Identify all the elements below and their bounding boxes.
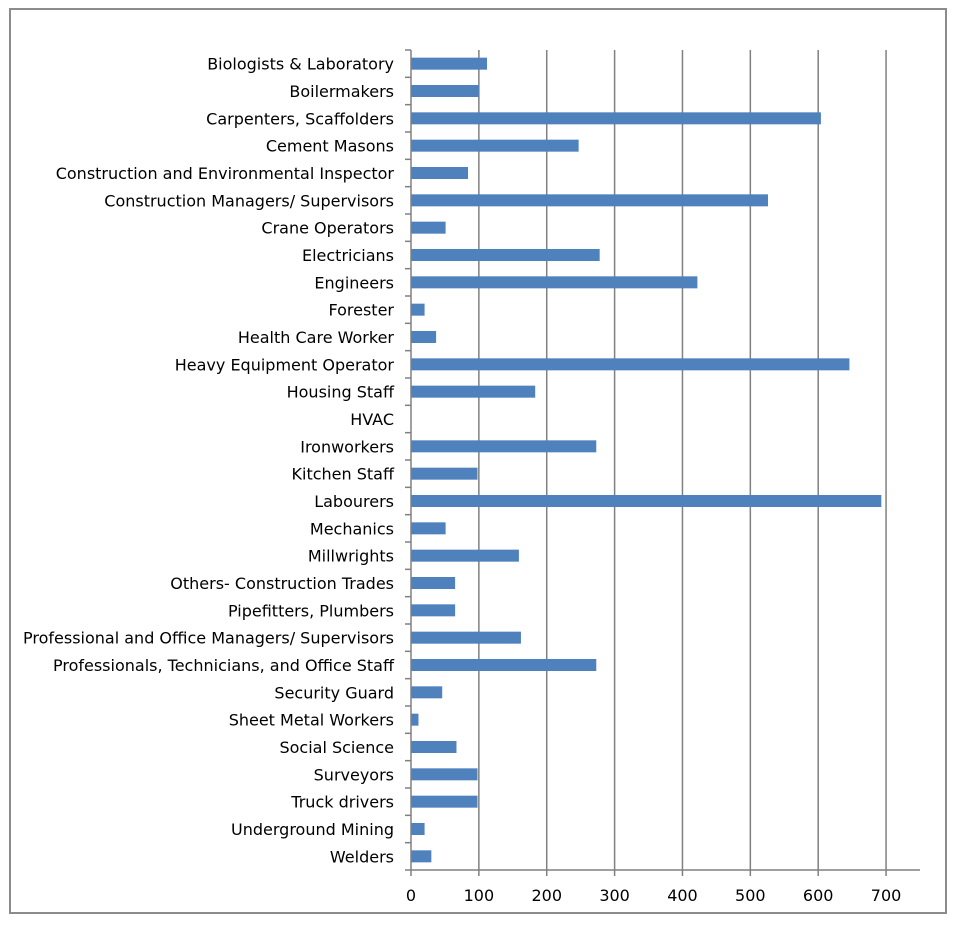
category-label: Professionals, Technicians, and Office S… [53, 656, 395, 675]
category-label: HVAC [350, 410, 394, 429]
bar [411, 467, 478, 480]
category-label: Surveyors [314, 765, 394, 784]
category-label: Carpenters, Scaffolders [206, 109, 394, 128]
x-tick-label: 400 [667, 886, 698, 905]
category-label: Sheet Metal Workers [229, 711, 394, 730]
bar [411, 631, 521, 644]
bar [411, 823, 425, 835]
x-tick-label: 100 [464, 886, 495, 905]
bar [411, 221, 446, 234]
bar [411, 303, 425, 316]
bar [411, 850, 432, 863]
bar [411, 604, 456, 617]
category-label: Forester [328, 301, 394, 320]
category-label: Pipefitters, Plumbers [228, 601, 394, 620]
chart-frame [9, 8, 947, 914]
bar [411, 85, 479, 97]
category-label: Electricians [302, 246, 394, 265]
bar [411, 167, 469, 179]
bar [411, 659, 597, 671]
category-label: Professional and Office Managers/ Superv… [23, 629, 394, 648]
category-label: Crane Operators [261, 219, 394, 238]
bar [411, 57, 488, 70]
category-label: Truck drivers [290, 793, 394, 812]
category-label: Underground Mining [231, 820, 394, 839]
category-label: Housing Staff [287, 383, 395, 402]
bar [411, 358, 850, 371]
bar [411, 112, 821, 125]
category-label: Engineers [314, 273, 394, 292]
bar [411, 139, 579, 152]
x-tick-label: 600 [803, 886, 834, 905]
category-label: Ironworkers [300, 437, 394, 456]
category-label: Kitchen Staff [292, 465, 395, 484]
bar [411, 549, 519, 562]
bar [411, 194, 768, 207]
category-label: Social Science [279, 738, 394, 757]
bar [411, 385, 536, 398]
bar [411, 495, 882, 507]
bar [411, 522, 446, 535]
category-label: Cement Masons [266, 137, 394, 156]
category-label: Welders [330, 847, 394, 866]
bar [411, 440, 597, 453]
bar [411, 276, 698, 289]
x-tick-label: 500 [735, 886, 766, 905]
category-label: Boilermakers [289, 82, 394, 101]
x-tick-label: 0 [406, 886, 416, 905]
category-label: Security Guard [274, 683, 394, 702]
x-tick-label: 700 [871, 886, 902, 905]
bar [411, 795, 478, 808]
category-label: Construction and Environmental Inspector [56, 164, 395, 183]
bar [411, 713, 419, 726]
category-label: Construction Managers/ Supervisors [104, 191, 394, 210]
category-label: Others- Construction Trades [170, 574, 394, 593]
category-label: Mechanics [310, 519, 394, 538]
category-label: Health Care Worker [238, 328, 395, 347]
category-label: Millwrights [308, 547, 394, 566]
bar [411, 686, 443, 699]
category-label: Biologists & Laboratory [207, 55, 394, 74]
x-tick-label: 300 [599, 886, 630, 905]
category-label: Labourers [314, 492, 394, 511]
bar [411, 741, 457, 753]
bar [411, 331, 437, 343]
bar [411, 577, 456, 589]
bar [411, 768, 478, 781]
x-tick-label: 200 [531, 886, 562, 905]
bar [411, 249, 600, 261]
category-label: Heavy Equipment Operator [175, 355, 395, 374]
